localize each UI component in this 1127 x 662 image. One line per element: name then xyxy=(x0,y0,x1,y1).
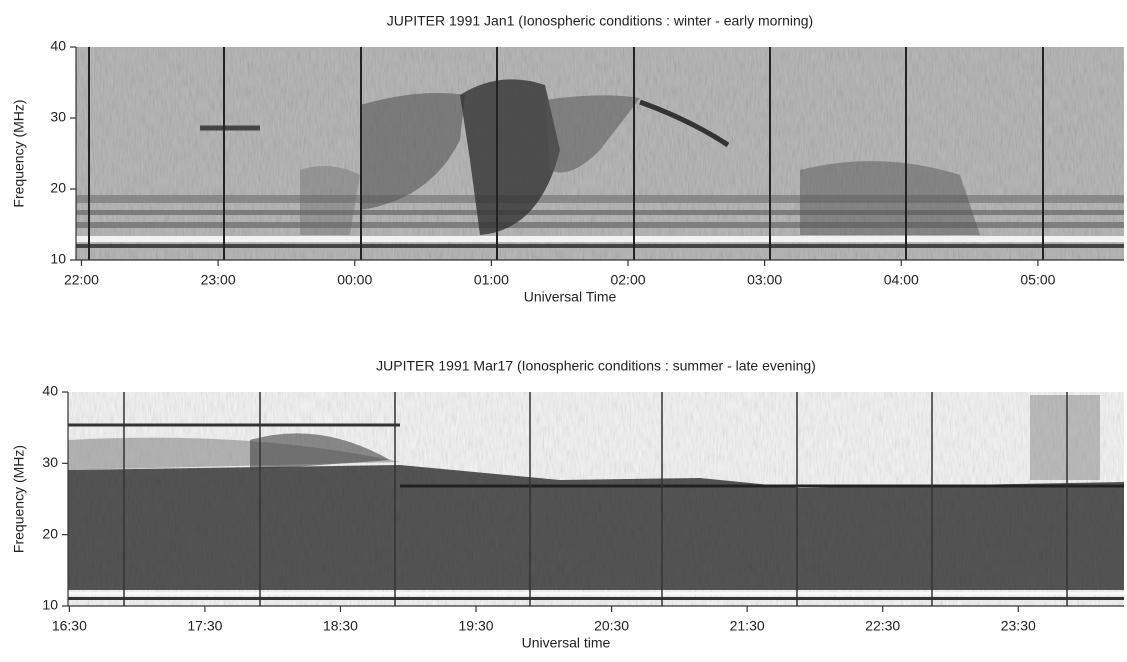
x-tick-label: 21:30 xyxy=(730,618,765,634)
y-axis-label: Frequency (MHz) xyxy=(11,99,27,207)
y-tick-label: 10 xyxy=(42,597,58,613)
x-tick-label: 03:00 xyxy=(747,272,782,288)
x-tick-label: 16:30 xyxy=(52,618,87,634)
x-tick-label: 20:30 xyxy=(594,618,629,634)
x-tick-label: 02:00 xyxy=(610,272,645,288)
x-tick-label: 22:30 xyxy=(865,618,900,634)
spectrogram-image xyxy=(76,47,1124,260)
x-tick-label: 04:00 xyxy=(884,272,919,288)
x-tick-label: 18:30 xyxy=(323,618,358,634)
x-tick-label: 23:00 xyxy=(201,272,236,288)
x-tick-label: 17:30 xyxy=(187,618,222,634)
y-tick-label: 10 xyxy=(50,251,66,267)
x-tick-label: 23:30 xyxy=(1001,618,1036,634)
chart-title: JUPITER 1991 Mar17 (Ionospheric conditio… xyxy=(376,358,816,374)
y-tick-label: 40 xyxy=(50,38,66,54)
y-tick-label: 20 xyxy=(50,180,66,196)
x-axis-label: Universal Time xyxy=(524,289,617,305)
y-tick-label: 30 xyxy=(50,109,66,125)
chart-title: JUPITER 1991 Jan1 (Ionospheric condition… xyxy=(387,13,813,29)
spectrogram-image xyxy=(68,392,1124,606)
y-tick-label: 20 xyxy=(42,525,58,541)
x-tick-label: 00:00 xyxy=(337,272,372,288)
x-tick-label: 01:00 xyxy=(474,272,509,288)
x-axis-label: Universal time xyxy=(522,635,611,651)
x-tick-label: 22:00 xyxy=(64,272,99,288)
x-tick-label: 05:00 xyxy=(1020,272,1055,288)
x-tick-label: 19:30 xyxy=(459,618,494,634)
y-tick-label: 40 xyxy=(42,383,58,399)
y-tick-label: 30 xyxy=(42,454,58,470)
y-axis-label: Frequency (MHz) xyxy=(11,445,27,553)
